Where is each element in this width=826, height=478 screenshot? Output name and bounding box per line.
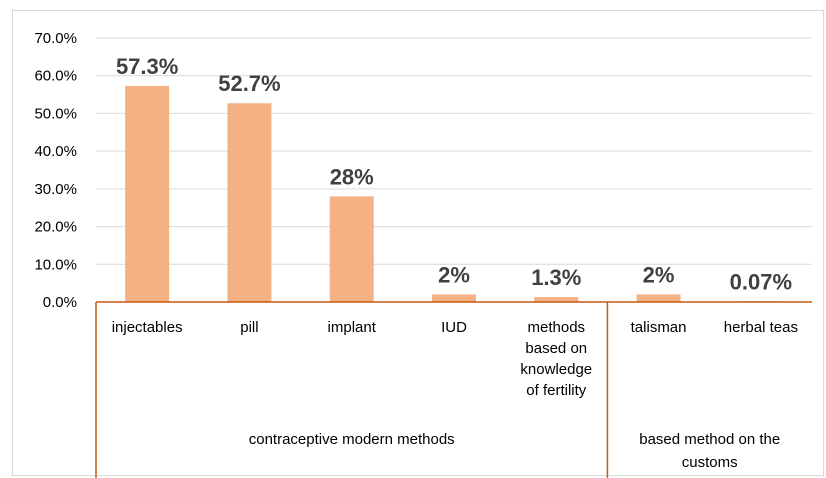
bar: [637, 294, 681, 302]
data-label: 52.7%: [218, 71, 280, 96]
group-label: based method on the customs: [639, 431, 780, 471]
data-label: 2%: [438, 262, 470, 287]
category-label: injectables: [112, 319, 183, 336]
category-label-line: of fertility: [526, 382, 587, 399]
group-label-line: contraceptive modern methods: [249, 431, 455, 448]
y-tick-label: 50.0%: [34, 105, 77, 122]
category-label-line: herbal teas: [724, 319, 798, 336]
category-label-line: injectables: [112, 319, 183, 336]
y-tick-label: 60.0%: [34, 68, 77, 85]
category-label-line: talisman: [631, 319, 687, 336]
y-tick-label: 30.0%: [34, 181, 77, 198]
data-label: 1.3%: [531, 265, 581, 290]
category-label-line: based on: [525, 340, 587, 357]
category-label: herbal teas: [724, 319, 798, 336]
category-label-line: methods: [528, 319, 586, 336]
y-tick-label: 20.0%: [34, 219, 77, 236]
category-label-line: implant: [328, 319, 377, 336]
data-label: 28%: [330, 164, 374, 189]
data-label: 57.3%: [116, 54, 178, 79]
y-tick-label: 0.0%: [43, 294, 77, 311]
y-tick-label: 40.0%: [34, 143, 77, 160]
group-label-line: customs: [682, 454, 738, 471]
category-label: implant: [328, 319, 377, 336]
bar: [432, 294, 476, 302]
y-tick-label: 70.0%: [34, 30, 77, 47]
y-tick-label: 10.0%: [34, 256, 77, 273]
category-label: methods based on knowledge of fertility: [520, 319, 592, 399]
category-label-line: knowledge: [520, 361, 592, 378]
category-label-line: pill: [240, 319, 258, 336]
bar: [125, 86, 169, 302]
category-label: pill: [240, 319, 258, 336]
category-label-line: IUD: [441, 319, 467, 336]
data-label: 2%: [643, 262, 675, 287]
group-label: contraceptive modern methods: [249, 431, 455, 448]
bar: [227, 103, 271, 302]
group-label-line: based method on the: [639, 431, 780, 448]
bar: [330, 196, 374, 302]
data-label: 0.07%: [730, 270, 792, 295]
category-label: IUD: [441, 319, 467, 336]
category-label: talisman: [631, 319, 687, 336]
